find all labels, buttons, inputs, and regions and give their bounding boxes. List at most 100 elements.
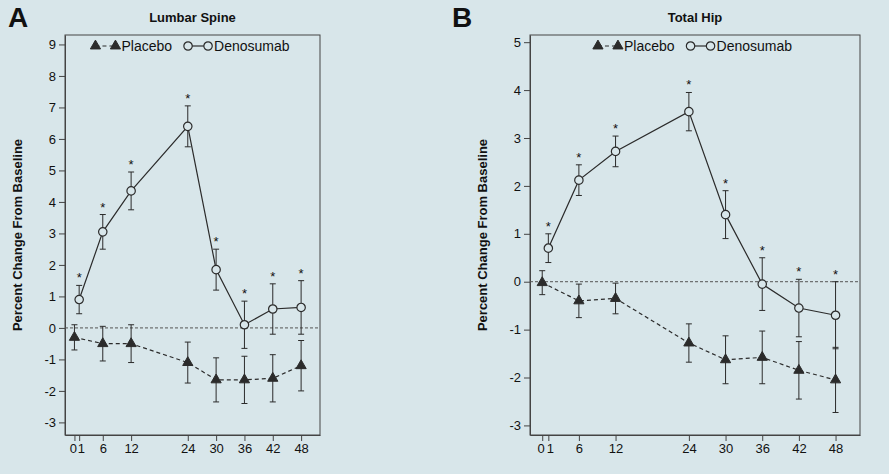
point [721,210,729,218]
x-tick-label: 48 [294,441,308,456]
error-bar-segment [128,209,134,210]
significance-mark: * [242,286,247,301]
point-marker [537,277,547,286]
y-tick-label: -2 [44,384,56,399]
x-tick-mark [548,435,549,441]
x-tick: 0 [70,435,77,456]
error-bar-segment [298,340,304,341]
y-tick-mark [524,330,530,331]
series-line [79,126,301,324]
point [98,338,108,347]
significance-mark: * [100,200,105,215]
y-tick-mark [524,90,530,91]
significance-mark: * [613,121,618,136]
x-tick-label: 6 [100,441,107,456]
error-bar-segment [76,313,82,314]
point [240,321,248,329]
y-tick: 5 [49,163,65,178]
y-tick-mark [524,234,530,235]
y-tick-label: -2 [509,370,521,385]
point [758,280,766,288]
error-bar-segment [241,403,247,404]
x-tick: 6 [100,435,107,456]
error-bar-segment [298,390,304,391]
y-axis-title: Percent Change From Baseline [475,139,490,331]
significance-mark: * [270,269,275,284]
y-tick: 3 [49,226,65,241]
y-tick: -1 [44,352,65,367]
point [212,265,220,273]
y-tick: -3 [44,415,65,430]
x-tick: 48 [829,435,843,456]
x-axis: 016122430364248 [531,435,861,456]
point-marker [757,352,767,361]
point [126,338,136,347]
legend-marker [613,40,623,49]
x-tick: 24 [181,435,195,456]
y-tick-label: 4 [49,195,56,210]
legend-marker [204,42,212,50]
point-marker [269,305,277,313]
point [684,337,694,346]
y-tick: -2 [509,370,530,385]
x-tick-mark [103,435,104,441]
point [69,331,79,340]
x-tick-label: 6 [576,441,583,456]
legend-marker [706,42,714,50]
x-tick: 24 [682,435,696,456]
x-tick: 30 [209,435,223,456]
error-bar-segment [213,357,219,358]
legend: PlaceboDenosumab [90,38,289,54]
legend: PlaceboDenosumab [593,38,792,54]
x-tick-mark [762,435,763,441]
legend-marker [184,42,192,50]
error-bar-segment [723,335,729,336]
error-bar-segment [576,284,582,285]
legend-entry: Denosumab [184,38,290,54]
error-bar-segment [71,349,77,350]
error-bar-segment [833,412,839,413]
y-tick-mark [524,425,530,426]
legend-label: Placebo [624,38,675,54]
y-axis-title: Percent Change From Baseline [10,139,25,331]
x-tick-label: 1 [547,441,554,456]
error-bar-segment [298,334,304,335]
legend-marker-shape [613,40,623,49]
significance-mark: * [214,234,219,249]
error-bar-segment [723,238,729,239]
significance-mark: * [546,219,551,234]
y-tick-label: 3 [49,226,56,241]
point [537,277,547,286]
y-tick: 1 [49,289,65,304]
y-tick-label: 1 [49,289,56,304]
x-axis: 016122430364248 [66,435,321,456]
point-marker [795,304,803,312]
error-bar-segment [759,383,765,384]
y-tick-label: 7 [49,100,56,115]
y-tick-mark [524,186,530,187]
x-tick-mark [542,435,543,441]
legend-marker [686,42,694,50]
x-tick-mark [273,435,274,441]
x-tick-mark [131,435,132,441]
y-tick-mark [59,359,65,360]
point [831,311,839,319]
x-tick: 30 [719,435,733,456]
significance-mark: * [760,243,765,258]
legend-marker-shape [204,42,212,50]
y-tick: 4 [514,83,530,98]
point [269,305,277,313]
error-bar-segment [576,317,582,318]
significance-mark: * [299,266,304,281]
y-tick: 3 [514,131,530,146]
y-tick-mark [59,202,65,203]
error-bar-segment [539,294,545,295]
point [99,228,107,236]
y-tick: 8 [49,69,65,84]
x-tick-mark [301,435,302,441]
y-tick-label: 0 [514,274,521,289]
point [239,374,249,383]
x-tick-label: 48 [829,441,843,456]
y-tick: 0 [49,321,65,336]
error-bar-segment [270,401,276,402]
